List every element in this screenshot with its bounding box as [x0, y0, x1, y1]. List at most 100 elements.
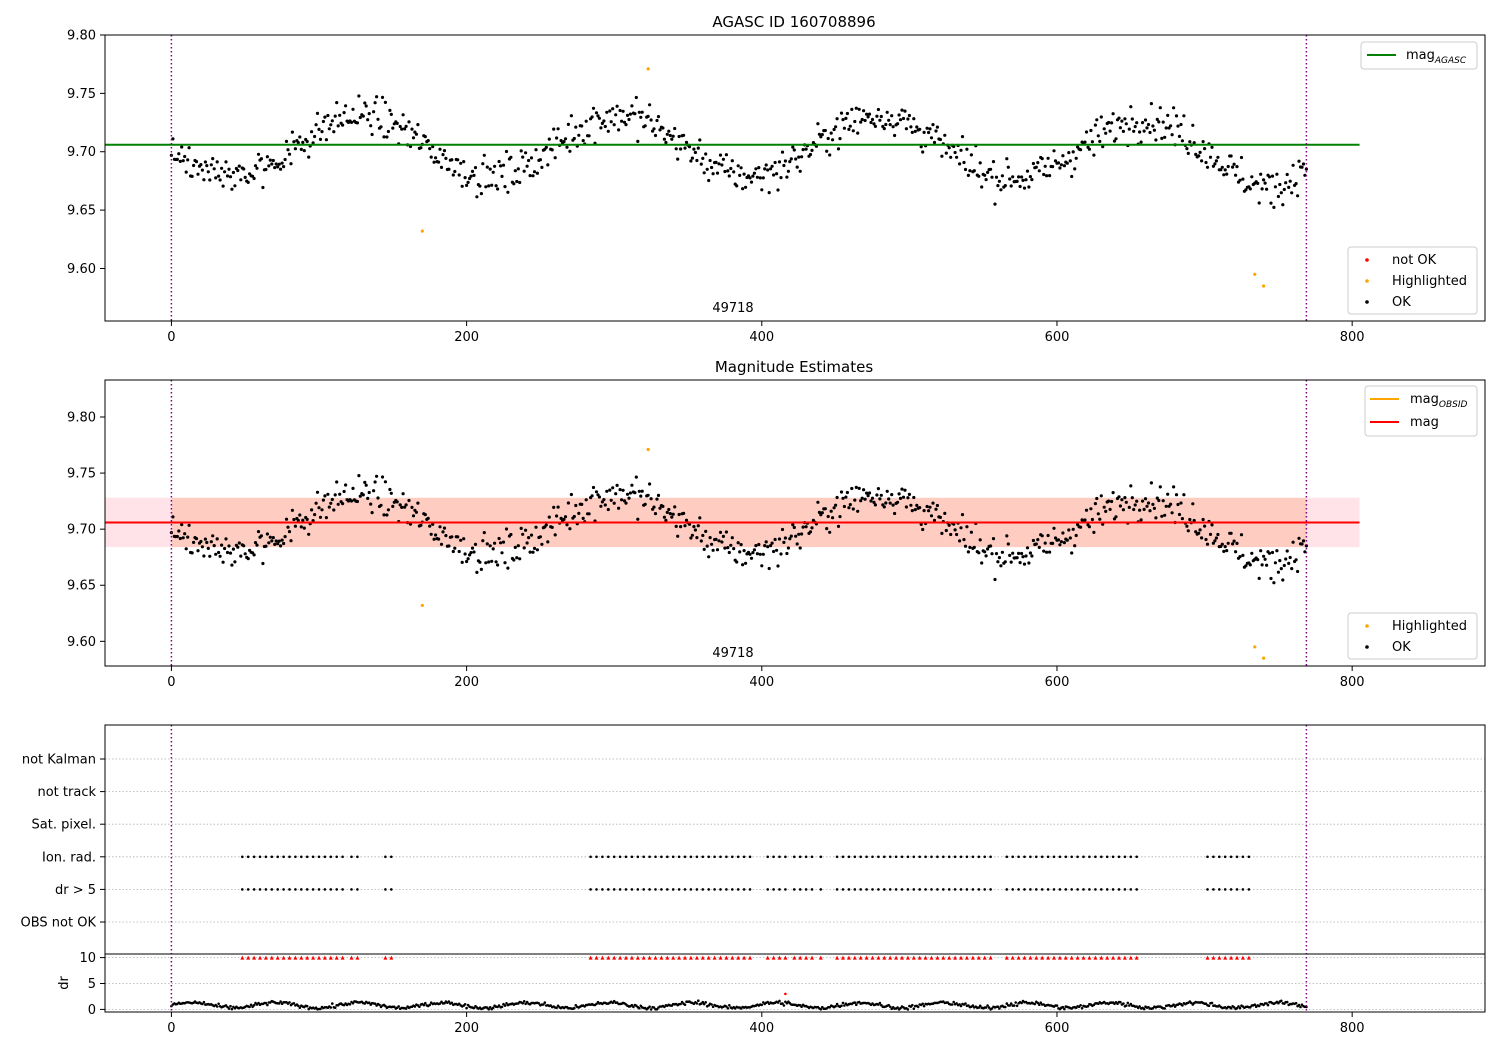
ok-point [330, 497, 334, 502]
dr-point [728, 1004, 731, 1007]
ok-point [1124, 122, 1128, 126]
ok-point [1110, 499, 1114, 504]
ok-point [615, 483, 619, 487]
ok-point [834, 125, 838, 129]
ok-point [1160, 514, 1164, 518]
flag-point [983, 855, 986, 859]
ok-point [997, 179, 1002, 183]
dr-clipped-marker [1046, 955, 1051, 960]
ok-point [544, 523, 548, 527]
ok-point [535, 548, 540, 552]
ok-point [742, 549, 746, 553]
flag-point [865, 855, 868, 859]
dr-point [652, 1006, 656, 1009]
ok-point [386, 129, 390, 134]
ok-point [841, 118, 845, 122]
dr-point [725, 1005, 728, 1008]
ok-point [752, 171, 757, 175]
ok-point [752, 548, 757, 552]
ok-point [566, 501, 571, 505]
dr-tick-label: 0 [88, 1003, 96, 1018]
dr-clipped-marker [864, 955, 869, 960]
highlighted-point [420, 603, 424, 608]
ok-point [540, 542, 544, 546]
ok-point [1158, 485, 1162, 489]
ok-point [287, 530, 292, 534]
dr-point [1086, 1004, 1090, 1008]
dr-point [878, 1001, 882, 1005]
ok-point [1030, 178, 1034, 182]
ok-point [506, 566, 510, 570]
ok-point [847, 127, 851, 131]
flag-point [341, 855, 344, 859]
highlighted-point [1262, 656, 1266, 660]
ok-point [496, 563, 500, 567]
dr-point [521, 1002, 524, 1005]
ok-point [531, 550, 535, 554]
ok-point [313, 513, 317, 517]
ok-point [966, 173, 971, 177]
ok-point [527, 158, 531, 163]
flag-row-label: Sat. pixel. [32, 818, 96, 833]
flag-point [942, 888, 945, 891]
highlighted-point [420, 229, 424, 233]
ok-point [482, 531, 486, 535]
flag-point [1064, 855, 1068, 859]
ok-point [993, 577, 997, 582]
ok-point [1164, 126, 1168, 130]
ok-point [562, 517, 566, 522]
dr-point [990, 1007, 994, 1010]
flag-point [936, 888, 939, 891]
ok-point [825, 149, 829, 153]
dr-clipped-marker [240, 955, 245, 960]
ok-point [506, 190, 510, 194]
y-tick-label: 9.60 [67, 262, 96, 277]
ok-point [1043, 541, 1047, 545]
flag-point [1052, 855, 1056, 859]
ok-point [1278, 182, 1282, 187]
ok-point [695, 536, 699, 540]
ok-point [1166, 492, 1170, 496]
ok-point [656, 493, 661, 497]
ok-point [741, 563, 745, 567]
ok-point [1067, 151, 1071, 155]
ok-point [758, 552, 762, 556]
ok-point [516, 167, 520, 171]
ok-point [912, 117, 916, 121]
ok-point [776, 564, 780, 568]
ok-point [972, 545, 976, 550]
ok-point [532, 546, 537, 551]
ok-point [320, 130, 324, 134]
ok-point [566, 122, 571, 126]
ok-point [906, 117, 910, 121]
dr-point [683, 1003, 687, 1006]
ok-point [1083, 140, 1087, 144]
ok-point [450, 158, 454, 162]
ok-point [990, 175, 994, 179]
dr-point [701, 1000, 705, 1004]
ok-point [351, 107, 355, 111]
ok-point [1092, 530, 1096, 535]
flag-point [918, 888, 921, 891]
ok-point [444, 534, 448, 538]
ok-point [1154, 516, 1158, 520]
ok-point [442, 149, 447, 153]
ok-point [1079, 525, 1083, 529]
flag-point [241, 888, 244, 891]
ok-point [986, 170, 990, 174]
ok-point [513, 169, 517, 173]
flag-point [742, 888, 746, 891]
flag-point [900, 888, 904, 891]
ok-point [891, 503, 895, 507]
ok-point [1294, 182, 1298, 186]
flag-point [282, 855, 285, 859]
ok-point [1279, 191, 1283, 195]
ok-point [335, 480, 339, 484]
ok-point [732, 547, 736, 551]
dr-tick-label: 10 [79, 951, 96, 966]
flag-point [736, 855, 740, 859]
ok-point [757, 166, 761, 170]
dr-point [959, 1004, 963, 1008]
dr-point [331, 1002, 334, 1005]
flag-point [853, 888, 857, 891]
